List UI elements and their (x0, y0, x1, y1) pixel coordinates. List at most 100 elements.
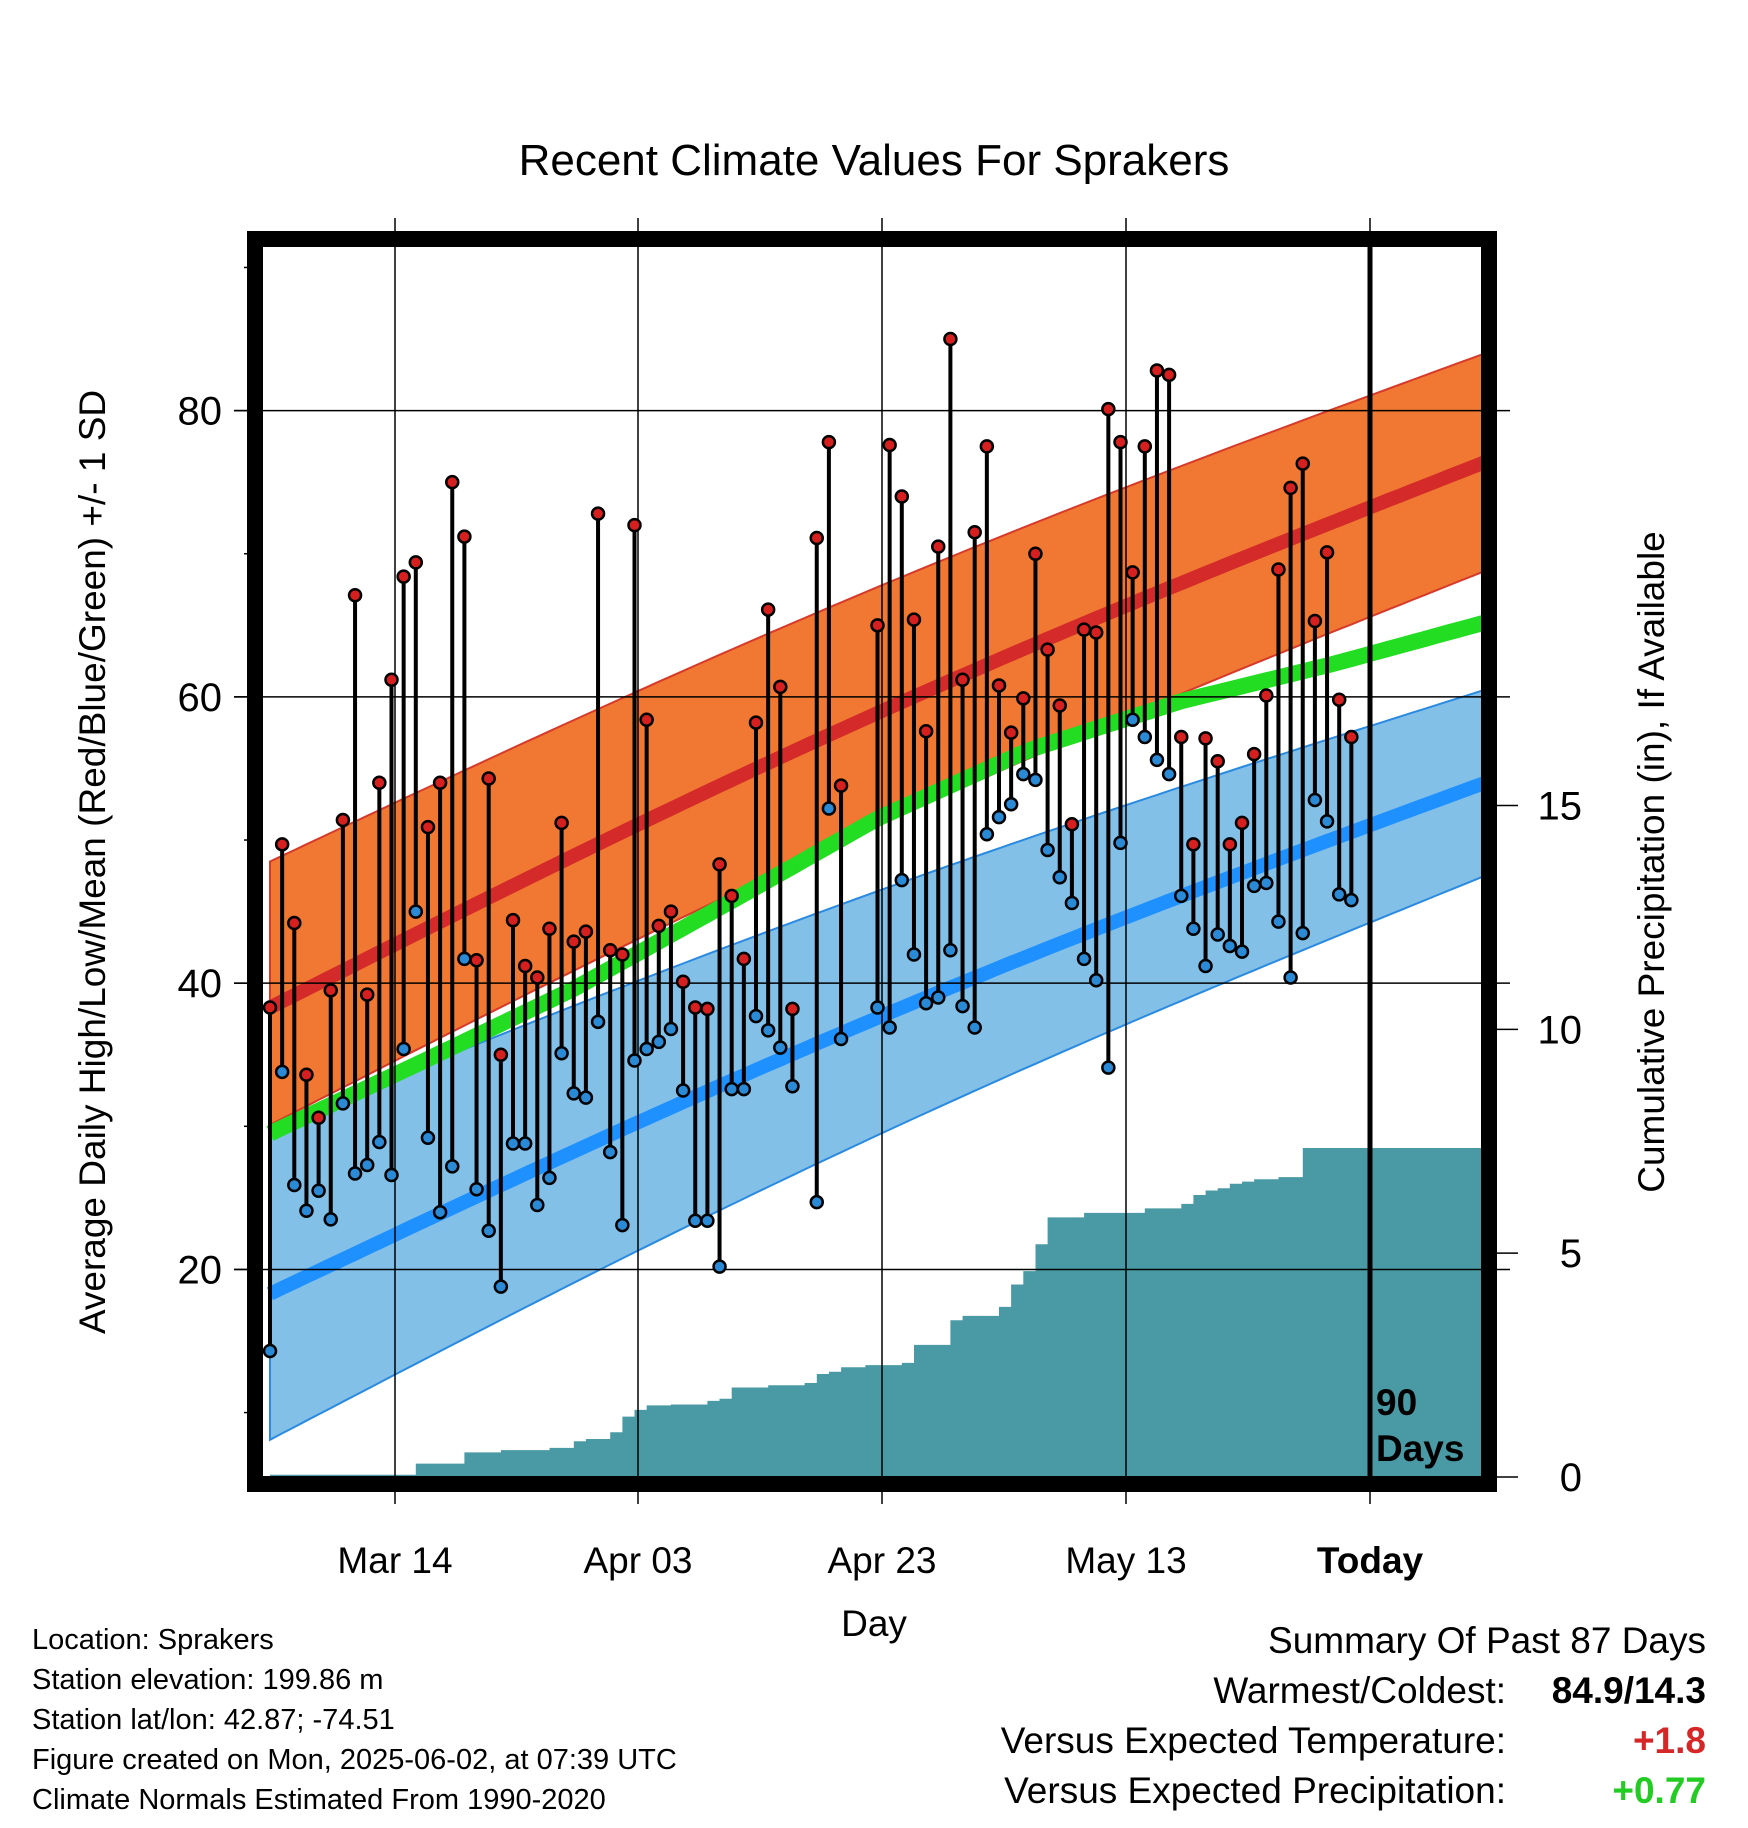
low-point (1016, 766, 1031, 782)
high-point (1344, 729, 1359, 745)
low-point (432, 1204, 448, 1220)
high-point (1003, 725, 1019, 740)
low-point (833, 1031, 849, 1047)
high-point (432, 775, 448, 791)
high-point (748, 715, 764, 730)
low-point (372, 1134, 387, 1150)
low-point (1186, 921, 1201, 937)
high-point (955, 672, 970, 687)
summary-title: Summary Of Past 87 Days (1268, 1620, 1706, 1661)
low-point (809, 1194, 824, 1210)
low-point (469, 1182, 484, 1197)
plot-frame (247, 231, 1497, 1492)
high-point (554, 815, 569, 831)
low-point (602, 1144, 618, 1160)
low-point (1307, 792, 1323, 808)
high-point (457, 529, 472, 544)
low-point (1028, 772, 1043, 788)
high-point (420, 819, 436, 835)
high-point (384, 672, 399, 687)
low-normal-band (269, 689, 1482, 1442)
low-point (1137, 729, 1153, 745)
x-tick-label: Apr 23 (827, 1540, 936, 1581)
low-point (1295, 925, 1310, 941)
high-point (287, 915, 302, 931)
low-point (578, 1090, 594, 1105)
low-point (627, 1053, 642, 1068)
high-point (469, 953, 484, 968)
low-point (481, 1223, 496, 1239)
high-point (566, 934, 581, 949)
high-point (1174, 729, 1189, 745)
high-point (967, 525, 982, 540)
high-point (493, 1047, 509, 1062)
high-point (931, 539, 946, 554)
low-point (1003, 796, 1019, 812)
precip-label: Versus Expected Precipitation: (1004, 1770, 1506, 1811)
high-point (688, 1000, 703, 1015)
low-point (894, 872, 910, 888)
low-point (785, 1078, 800, 1094)
y-tick-label: 60 (178, 676, 223, 720)
low-point (1064, 895, 1080, 911)
high-point (785, 1001, 800, 1017)
y-axis-label: Average Daily High/Low/Mean (Red/Blue/Gr… (72, 390, 113, 1334)
high-point (1076, 622, 1092, 637)
low-point (1198, 958, 1213, 974)
high-point (821, 434, 837, 450)
low-point (542, 1170, 557, 1186)
high-point (918, 723, 934, 739)
low-point (530, 1197, 545, 1213)
high-point (274, 837, 290, 852)
low-point (359, 1157, 375, 1173)
low-point (967, 1020, 982, 1035)
low-point (760, 1023, 776, 1038)
high-point (311, 1110, 326, 1125)
window-label-number: 90 (1376, 1382, 1417, 1423)
high-point (773, 679, 788, 695)
low-point (639, 1041, 654, 1057)
high-point (1137, 439, 1153, 454)
low-point (712, 1259, 727, 1274)
y2-tick-label: 10 (1538, 1008, 1583, 1052)
high-point (700, 1001, 715, 1017)
low-point (493, 1279, 509, 1294)
high-point (1319, 545, 1335, 560)
low-point (1125, 712, 1140, 728)
latlon-text: Station lat/lon: 42.87; -74.51 (32, 1704, 395, 1736)
high-point (517, 958, 533, 974)
low-point (979, 827, 995, 842)
low-point (590, 1014, 606, 1030)
y2-tick-label: 15 (1538, 785, 1583, 829)
high-point (1259, 688, 1274, 703)
low-point (347, 1166, 363, 1181)
low-point (1246, 878, 1262, 894)
high-point (1040, 642, 1055, 657)
high-point (1101, 401, 1116, 417)
high-point (1234, 815, 1250, 831)
y-tick-label: 40 (178, 962, 223, 1006)
high-point (602, 942, 618, 958)
y-tick-label: 20 (178, 1248, 223, 1292)
high-point (615, 947, 630, 962)
high-point (639, 712, 654, 728)
y-tick-label: 80 (178, 390, 223, 434)
low-point (773, 1040, 788, 1055)
plot-area: 90 Days 20 40 60 80 0 5 10 15 Mar 14 Apr 03 Apr 23 Ma… (178, 218, 1583, 1581)
low-point (663, 1021, 679, 1037)
high-point (323, 983, 338, 998)
low-point (1076, 951, 1092, 967)
low-point (615, 1217, 630, 1233)
high-point (833, 778, 849, 793)
warmest-row: Warmest/Coldest: 84.9/14.3 (1001, 1666, 1706, 1716)
y2-axis-label: Cumulative Precipitation (in), If Availa… (1631, 531, 1672, 1193)
high-point (1088, 625, 1104, 640)
low-point (736, 1081, 752, 1097)
low-point (420, 1130, 436, 1146)
low-point (408, 904, 424, 919)
temp-label: Versus Expected Temperature: (1000, 1720, 1506, 1761)
low-point (335, 1096, 351, 1111)
low-point (821, 801, 837, 816)
chart-title: Recent Climate Values For Sprakers (519, 136, 1230, 185)
high-point (651, 918, 667, 934)
